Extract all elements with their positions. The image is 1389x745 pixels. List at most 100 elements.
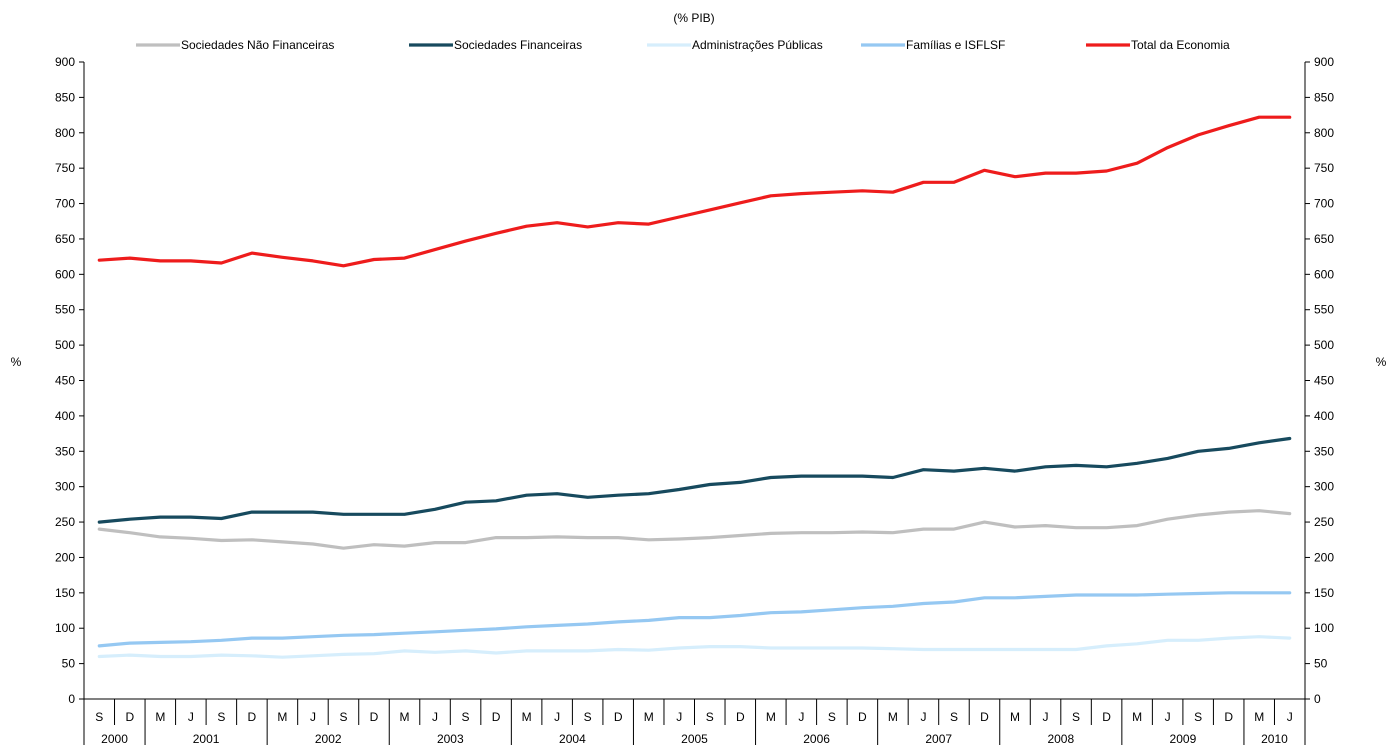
x-quarter-label: M	[644, 710, 654, 724]
series-layer	[97, 115, 1292, 659]
y-tick-label-right: 150	[1314, 586, 1334, 600]
x-quarter-label: S	[1194, 710, 1202, 724]
y-tick-label-left: 700	[55, 197, 75, 211]
x-quarter-label: D	[248, 710, 257, 724]
y-tick-label-right: 350	[1314, 444, 1334, 458]
x-quarter-label: M	[155, 710, 165, 724]
x-year-label: 2001	[193, 732, 220, 745]
y-tick-label-left: 150	[55, 586, 75, 600]
series-line-sociedades-n-o-financeiras	[97, 509, 1292, 550]
x-quarter-label: J	[920, 710, 926, 724]
y-tick-label-left: 450	[55, 374, 75, 388]
x-year-label: 2006	[803, 732, 830, 745]
y-axis-label-right: %	[1376, 355, 1387, 369]
y-tick-label-left: 600	[55, 267, 75, 281]
x-quarter-label: D	[125, 710, 134, 724]
x-quarter-label: D	[1102, 710, 1111, 724]
legend-label: Total da Economia	[1131, 38, 1230, 52]
x-quarter-label: M	[1254, 710, 1264, 724]
x-quarter-label: J	[188, 710, 194, 724]
x-quarter-label: S	[828, 710, 836, 724]
x-quarter-label: S	[217, 710, 225, 724]
x-year-label: 2009	[1170, 732, 1197, 745]
chart-subtitle: (% PIB)	[673, 11, 714, 25]
legend-label: Administrações Públicas	[692, 38, 823, 52]
y-tick-label-left: 50	[62, 657, 76, 671]
x-quarter-label: D	[1224, 710, 1233, 724]
y-tick-label-left: 400	[55, 409, 75, 423]
x-quarter-label: J	[554, 710, 560, 724]
y-tick-label-right: 500	[1314, 338, 1334, 352]
x-year-label: 2007	[925, 732, 952, 745]
x-quarter-label: S	[950, 710, 958, 724]
x-quarter-label: S	[584, 710, 592, 724]
x-quarter-label: J	[310, 710, 316, 724]
x-quarter-label: S	[462, 710, 470, 724]
y-tick-label-right: 850	[1314, 90, 1334, 104]
y-tick-label-left: 0	[68, 692, 75, 706]
x-quarter-label: S	[339, 710, 347, 724]
series-line-administra-es-p-blicas	[97, 635, 1292, 659]
x-quarter-label: J	[1165, 710, 1171, 724]
y-tick-label-right: 900	[1314, 55, 1334, 69]
x-quarter-label: D	[370, 710, 379, 724]
y-tick-label-left: 850	[55, 90, 75, 104]
x-year-label: 2005	[681, 732, 708, 745]
x-quarter-label: D	[614, 710, 623, 724]
y-tick-label-right: 450	[1314, 374, 1334, 388]
y-tick-label-right: 700	[1314, 197, 1334, 211]
y-tick-label-right: 750	[1314, 161, 1334, 175]
y-tick-label-right: 800	[1314, 126, 1334, 140]
y-tick-label-left: 500	[55, 338, 75, 352]
x-year-label: 2003	[437, 732, 464, 745]
y-tick-label-right: 50	[1314, 657, 1328, 671]
x-quarter-label: J	[676, 710, 682, 724]
legend-label: Famílias e ISFLSF	[906, 38, 1005, 52]
legend-label: Sociedades Não Financeiras	[181, 38, 334, 52]
x-quarter-label: M	[766, 710, 776, 724]
y-tick-label-right: 550	[1314, 303, 1334, 317]
y-tick-label-left: 350	[55, 444, 75, 458]
x-quarter-label: M	[277, 710, 287, 724]
x-quarter-label: D	[858, 710, 867, 724]
x-quarter-label: M	[1010, 710, 1020, 724]
axes: 0 0 50 50 100 100 150 150 200 200 250 250 300 300 350 3…	[55, 55, 1334, 745]
x-year-label: 2002	[315, 732, 342, 745]
x-quarter-label: S	[95, 710, 103, 724]
x-quarter-label: D	[492, 710, 501, 724]
x-quarter-label: J	[1287, 710, 1293, 724]
x-quarter-label: D	[736, 710, 745, 724]
y-tick-label-left: 550	[55, 303, 75, 317]
series-line-total-da-economia	[97, 115, 1292, 268]
x-quarter-label: M	[400, 710, 410, 724]
x-quarter-label: D	[980, 710, 989, 724]
legend: Sociedades Não Financeiras Sociedades Fin…	[136, 38, 1230, 52]
legend-label: Sociedades Financeiras	[454, 38, 582, 52]
y-tick-label-left: 800	[55, 126, 75, 140]
y-tick-label-right: 300	[1314, 480, 1334, 494]
y-tick-label-left: 650	[55, 232, 75, 246]
x-year-label: 2004	[559, 732, 586, 745]
series-line-fam-lias-e-isflsf	[97, 591, 1292, 648]
x-quarter-label: M	[1132, 710, 1142, 724]
y-tick-label-left: 750	[55, 161, 75, 175]
y-tick-label-left: 200	[55, 550, 75, 564]
y-tick-label-right: 600	[1314, 267, 1334, 281]
x-quarter-label: M	[522, 710, 532, 724]
x-quarter-label: M	[888, 710, 898, 724]
y-tick-label-right: 200	[1314, 550, 1334, 564]
x-year-label: 2010	[1261, 732, 1288, 745]
x-quarter-label: J	[798, 710, 804, 724]
y-tick-label-left: 250	[55, 515, 75, 529]
x-year-label: 2008	[1047, 732, 1074, 745]
y-tick-label-left: 300	[55, 480, 75, 494]
x-quarter-label: J	[1043, 710, 1049, 724]
y-tick-label-right: 650	[1314, 232, 1334, 246]
x-quarter-label: J	[432, 710, 438, 724]
x-quarter-label: S	[1072, 710, 1080, 724]
x-year-label: 2000	[101, 732, 128, 745]
y-tick-label-right: 0	[1314, 692, 1321, 706]
y-tick-label-left: 100	[55, 621, 75, 635]
y-tick-label-left: 900	[55, 55, 75, 69]
